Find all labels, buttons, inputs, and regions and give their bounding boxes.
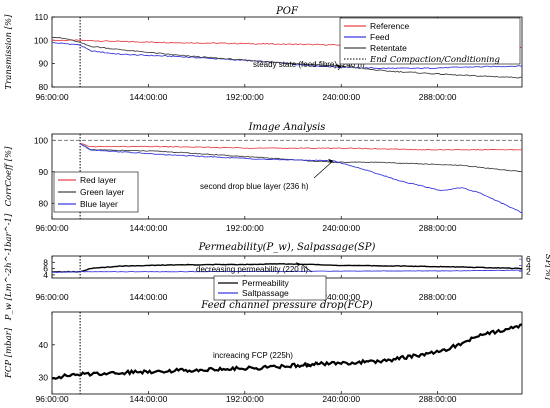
y2-tick-label: 6: [526, 254, 531, 264]
y-axis-label: CorrCoeff [%]: [4, 146, 14, 207]
annotation-arrowhead: [336, 64, 342, 68]
x-tick-label: 240:00:00: [322, 394, 360, 404]
annotation-arrowhead: [328, 158, 334, 163]
series-line-feed: [51, 42, 523, 70]
x-tick-label: 96:00:00: [35, 292, 68, 302]
chart-title: POF: [275, 6, 299, 17]
x-tick-label: 288:00:00: [419, 292, 457, 302]
legend-label: Retentate: [370, 43, 407, 53]
annotation-text: second drop blue layer (236 h): [200, 182, 309, 191]
legend-label: Red layer: [80, 175, 117, 185]
chart-title: Image Analysis: [248, 122, 326, 133]
y-tick-label: 30: [39, 373, 49, 383]
y-tick-label: 8: [43, 257, 48, 267]
legend-label: Saltpassage: [242, 288, 289, 298]
x-tick-label: 288:00:00: [419, 394, 457, 404]
annotation-arrow: [337, 65, 342, 71]
x-tick-label: 96:00:00: [35, 223, 68, 233]
y-tick-label: 40: [39, 340, 49, 350]
panel-image-analysis: Image Analysis 96:00:00 144:00:00 192:00:00…: [4, 122, 523, 233]
y-axis-label: P_w [Lm^-2h^-1bar^-1]: [4, 213, 14, 321]
x-tick-label: 96:00:00: [35, 92, 68, 102]
y-tick-label: 90: [39, 167, 49, 177]
annotation-text: steady state (feed fibre) (240 h): [253, 60, 365, 69]
series-line-fcp: [51, 323, 523, 380]
legend-label: Blue layer: [80, 199, 118, 209]
chart-title: Feed channel pressure drop(FCP): [200, 300, 372, 311]
x-tick-label: 288:00:00: [419, 223, 457, 233]
x-tick-label: 240:00:00: [322, 92, 360, 102]
y-tick-label: 80: [39, 198, 49, 208]
x-tick-label: 192:00:00: [226, 223, 264, 233]
y-axis-label: FCP [mbar]: [4, 327, 14, 379]
x-tick-label: 144:00:00: [129, 394, 167, 404]
x-tick-label: 192:00:00: [226, 92, 264, 102]
x-tick-label: 96:00:00: [35, 394, 68, 404]
series-line-red-layer: [79, 142, 523, 151]
y-axis-label: Transmission [%]: [4, 14, 14, 90]
y-tick-label: 110: [34, 12, 48, 22]
y-tick-label: 100: [34, 135, 48, 145]
panel-pof: POF 96:00:00 144:00:00 192:00:00 240:00:00 28…: [4, 6, 523, 102]
legend-label: End Compaction/Conditioning: [369, 55, 501, 65]
panel-permeability: Permeability(P_w), Salpassage(SP) 96:00:0…: [4, 213, 550, 321]
legend-label: Reference: [370, 21, 409, 31]
annotation-arrow: [310, 361, 319, 365]
x-tick-label: 144:00:00: [129, 223, 167, 233]
legend-label: Green layer: [80, 187, 125, 197]
plot-area: [51, 311, 523, 395]
annotation-arrowhead: [306, 362, 312, 367]
y-tick-label: 4: [43, 270, 48, 280]
annotation-arrow: [300, 263, 313, 273]
x-tick-label: 288:00:00: [419, 92, 457, 102]
legend-box: [213, 275, 327, 301]
legend-label: Feed: [370, 32, 390, 42]
legend-box: [339, 17, 521, 65]
x-tick-label: 192:00:00: [226, 394, 264, 404]
x-tick-label: 240:00:00: [322, 292, 360, 302]
y-tick-label: 6: [43, 264, 48, 274]
series-line-retentate: [51, 36, 523, 79]
chart-title: Permeability(P_w), Salpassage(SP): [198, 242, 376, 253]
series-line-saltpassage: [51, 269, 522, 273]
annotation-text: increacing FCP (225h): [213, 351, 293, 360]
y-tick-label: 100: [34, 35, 48, 45]
x-tick-label: 144:00:00: [129, 92, 167, 102]
annotation-text: decreasing permeability (220 h): [196, 265, 308, 274]
y2-axis-label: SP[%]: [543, 254, 550, 281]
series-line-permeability: [52, 262, 523, 273]
annotation-arrowhead: [296, 262, 302, 267]
series-line-blue-layer: [79, 143, 523, 214]
y2-tick-label: 4: [526, 260, 531, 270]
annotation-arrow: [313, 160, 334, 179]
y-tick-label: 90: [39, 59, 49, 69]
x-tick-label: 240:00:00: [322, 223, 360, 233]
y2-tick-label: 2: [526, 267, 531, 277]
x-tick-label: 144:00:00: [129, 292, 167, 302]
panel-fcp: Feed channel pressure drop(FCP) 96:00:00 1…: [4, 300, 523, 404]
legend-label: Permeability: [242, 278, 290, 288]
y-tick-label: 80: [39, 82, 49, 92]
